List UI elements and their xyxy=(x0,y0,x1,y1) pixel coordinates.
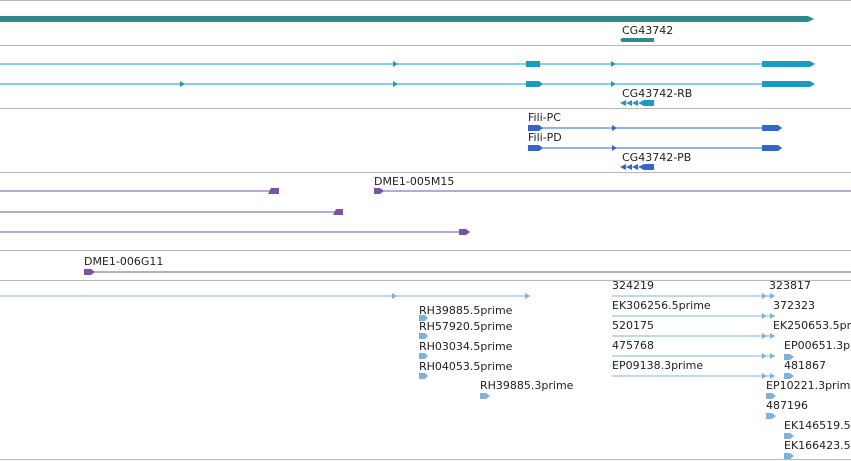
est-label[interactable]: EP10221.3prime xyxy=(766,379,851,392)
exon-block[interactable] xyxy=(762,61,815,67)
est-feature[interactable] xyxy=(419,373,428,379)
est-label[interactable]: 323817 xyxy=(769,279,811,292)
strand-arrow-icon xyxy=(392,293,397,299)
strand-arrow-icon xyxy=(180,81,185,87)
exon-block[interactable] xyxy=(528,125,543,131)
reverse-strand-feature[interactable] xyxy=(620,164,654,170)
est-feature[interactable] xyxy=(766,413,776,419)
exon-block[interactable] xyxy=(762,125,782,131)
est-end[interactable] xyxy=(762,353,767,359)
est-track: RH39885.5prime RH57920.5prime RH03034.5p… xyxy=(0,279,851,459)
transcript-label[interactable]: CG43742-PB xyxy=(622,151,691,164)
est-feature[interactable] xyxy=(784,453,794,459)
isoform-label-pd[interactable]: Fili-PD xyxy=(528,131,562,144)
est-feature[interactable] xyxy=(419,353,428,359)
est-label[interactable]: RH57920.5prime xyxy=(419,320,513,333)
est-label[interactable]: 487196 xyxy=(766,399,808,412)
clone-end[interactable] xyxy=(268,188,279,194)
est-feature[interactable] xyxy=(784,373,794,379)
est-label[interactable]: RH39885.5prime xyxy=(419,304,513,317)
isoform-label-pc[interactable]: Fili-PC xyxy=(528,111,561,124)
est-feature[interactable] xyxy=(766,393,776,399)
strand-arrow-icon xyxy=(393,61,398,67)
gene-label[interactable]: CG43742 xyxy=(622,24,673,37)
gene-feature-small[interactable] xyxy=(620,38,654,42)
clone-start[interactable] xyxy=(84,269,95,275)
clone-track: DME1-005M15 DME1-006G11 xyxy=(0,175,851,275)
transcript-track: CG43742-RB xyxy=(0,61,815,106)
strand-arrow-icon xyxy=(611,81,616,87)
exon-block[interactable] xyxy=(526,61,540,67)
clone-end[interactable] xyxy=(459,229,470,235)
clone-label[interactable]: DME1-006G11 xyxy=(84,255,163,268)
est-label[interactable]: EP00651.3prime xyxy=(784,339,851,352)
gene-feature-bar[interactable] xyxy=(0,16,814,22)
est-label[interactable]: 481867 xyxy=(784,359,826,372)
isoform-track: Fili-PC Fili-PD CG43742-PB xyxy=(528,111,782,170)
exon-block[interactable] xyxy=(526,81,543,87)
est-feature[interactable] xyxy=(784,433,794,439)
est-end[interactable] xyxy=(525,293,530,299)
est-feature[interactable] xyxy=(419,315,428,321)
est-label[interactable]: 372323 xyxy=(773,299,815,312)
strand-arrow-icon xyxy=(393,81,398,87)
est-label[interactable]: EK146519.5prime xyxy=(784,419,851,432)
est-label[interactable]: RH03034.5prime xyxy=(419,340,513,353)
clone-start[interactable] xyxy=(374,188,384,194)
reverse-strand-feature[interactable] xyxy=(620,100,654,106)
gene-track: CG43742 xyxy=(0,16,814,42)
est-label[interactable]: 324219 xyxy=(612,279,654,292)
est-end[interactable] xyxy=(770,293,775,299)
est-feature[interactable] xyxy=(784,354,794,360)
est-label[interactable]: EP09138.3prime xyxy=(612,359,703,372)
strand-arrow-icon xyxy=(612,145,617,151)
est-end[interactable] xyxy=(770,373,775,379)
exon-block[interactable] xyxy=(528,145,543,151)
est-end[interactable] xyxy=(762,373,767,379)
est-label[interactable]: RH04053.5prime xyxy=(419,360,513,373)
est-feature[interactable] xyxy=(480,393,490,399)
est-end[interactable] xyxy=(762,313,767,319)
strand-arrow-icon xyxy=(611,61,616,67)
strand-arrow-icon xyxy=(612,125,617,131)
exon-block[interactable] xyxy=(762,81,815,87)
exon-block[interactable] xyxy=(762,145,782,151)
est-end[interactable] xyxy=(762,293,767,299)
est-label[interactable]: EK306256.5prime xyxy=(612,299,711,312)
est-feature[interactable] xyxy=(419,333,428,339)
est-end[interactable] xyxy=(770,313,775,319)
est-label[interactable]: EK250653.5prime xyxy=(773,319,851,332)
clone-label[interactable]: DME1-005M15 xyxy=(374,175,454,188)
est-label[interactable]: 475768 xyxy=(612,339,654,352)
clone-end[interactable] xyxy=(333,209,343,215)
est-end[interactable] xyxy=(762,333,767,339)
est-end[interactable] xyxy=(770,333,775,339)
est-label[interactable]: EK166423.5prime xyxy=(784,439,851,452)
est-label[interactable]: RH39885.3prime xyxy=(480,379,574,392)
transcript-label[interactable]: CG43742-RB xyxy=(622,87,692,100)
est-label[interactable]: 520175 xyxy=(612,319,654,332)
est-end[interactable] xyxy=(770,353,775,359)
